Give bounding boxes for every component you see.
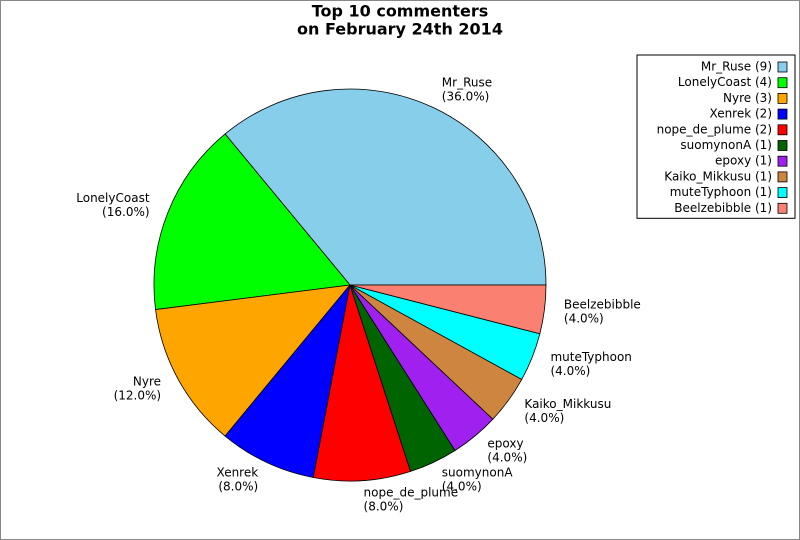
legend-label: suomynonA (1) — [680, 138, 772, 152]
legend-label: Xenrek (2) — [710, 107, 772, 121]
legend-swatch — [777, 77, 788, 89]
legend-swatch — [777, 124, 788, 136]
slice-label: Kaiko_Mikkusu — [524, 397, 611, 411]
slice-label: Xenrek — [217, 466, 259, 480]
slice-label: suomynonA — [442, 466, 514, 480]
pie-slice — [155, 284, 351, 437]
slice-label: muteTyphoon — [550, 350, 631, 364]
slice-value-label: (12.0%) — [114, 388, 161, 402]
slice-value-label: (8.0%) — [218, 480, 258, 494]
slice-value-label: (4.0%) — [524, 411, 564, 425]
slice-value-label: (4.0%) — [442, 480, 482, 494]
legend-swatch — [777, 187, 788, 199]
slice-label: epoxy — [487, 437, 523, 451]
pie-slice — [224, 88, 547, 286]
legend-swatch — [777, 61, 788, 73]
slice-value-label: (16.0%) — [102, 205, 149, 219]
pie-slice — [224, 284, 351, 478]
legend-label: epoxy (1) — [715, 154, 772, 168]
slice-value-label: (4.0%) — [550, 364, 590, 378]
legend-swatch — [777, 108, 788, 120]
slice-label: Mr_Ruse — [442, 75, 492, 89]
slice-value-label: (8.0%) — [364, 500, 404, 514]
legend-swatch — [777, 93, 788, 104]
slice-label: LonelyCoast — [76, 191, 150, 205]
slice-label: Nyre — [133, 374, 161, 388]
legend-swatch — [777, 140, 788, 151]
slice-value-label: (4.0%) — [487, 451, 527, 465]
legend-label: Mr_Ruse (9) — [701, 60, 772, 74]
legend-box — [636, 54, 796, 219]
legend-label: Kaiko_Mikkusu (1) — [664, 169, 772, 183]
legend-label: LonelyCoast (4) — [678, 75, 772, 89]
legend-label: Nyre (3) — [723, 91, 772, 105]
pie-slice — [349, 284, 547, 335]
legend-label: muteTyphoon (1) — [670, 185, 772, 199]
legend-swatch — [777, 202, 788, 214]
chart-title: on February 24th 2014 — [297, 20, 503, 39]
legend-swatch — [777, 155, 788, 167]
slice-label: Beelzebibble — [564, 298, 641, 312]
legend-label: Beelzebibble (1) — [674, 201, 772, 215]
pie-slice — [153, 133, 351, 311]
pie-slice — [312, 284, 412, 482]
slice-value-label: (4.0%) — [564, 312, 604, 326]
slice-value-label: (36.0%) — [442, 89, 489, 103]
chart-title: Top 10 commenters — [312, 2, 489, 21]
legend-label: nope_de_plume (2) — [657, 122, 772, 136]
legend-swatch — [777, 171, 788, 183]
slice-label: nope_de_plume — [364, 486, 459, 500]
